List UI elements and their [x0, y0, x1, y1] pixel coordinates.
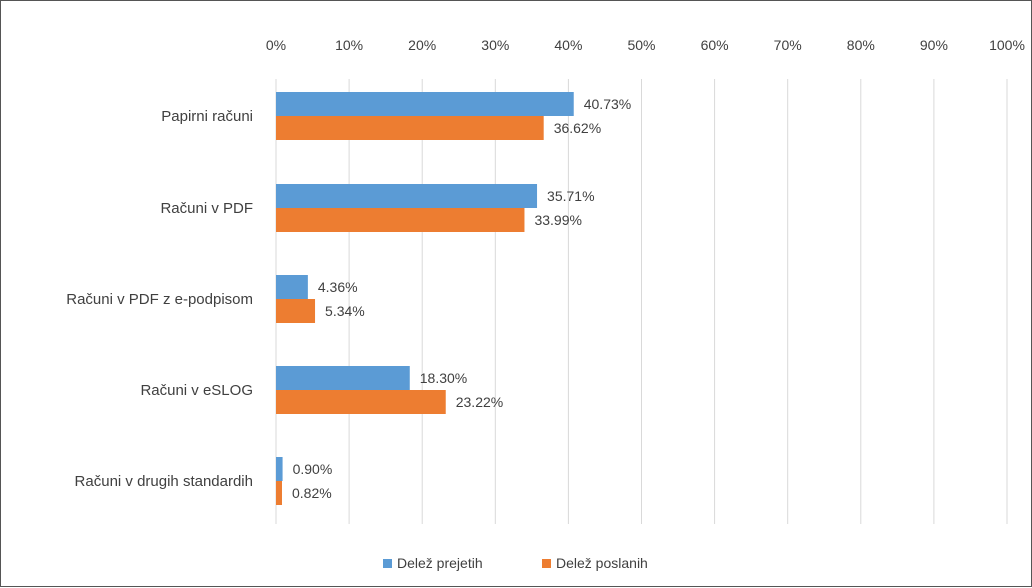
data-label: 4.36% [318, 279, 358, 295]
category-label: Računi v PDF [160, 200, 253, 217]
data-label: 35.71% [547, 188, 594, 204]
x-tick-label: 100% [989, 37, 1025, 53]
legend-label: Delež poslanih [556, 555, 648, 571]
category-label: Računi v drugih standardih [75, 473, 253, 490]
category-label: Računi v eSLOG [140, 382, 253, 399]
x-axis-ticks: 0% 10% 20% 30% 40% 50% 60% 70% 80% 90% 100% [266, 37, 1025, 53]
data-label: 33.99% [534, 212, 581, 228]
bar-poslanih [276, 208, 525, 232]
x-tick-label: 10% [335, 37, 363, 53]
bar-prejetih [276, 457, 283, 481]
legend: Delež prejetih Delež poslanih [383, 555, 648, 571]
category-labels: Papirni računi Računi v PDF Računi v PDF z… [66, 108, 253, 490]
bar-prejetih [276, 275, 308, 299]
category-label: Papirni računi [161, 108, 253, 125]
bar-poslanih [276, 481, 282, 505]
bar-poslanih [276, 116, 544, 140]
x-tick-label: 90% [920, 37, 948, 53]
bars [276, 92, 574, 505]
bar-poslanih [276, 299, 316, 323]
x-tick-label: 50% [627, 37, 655, 53]
gridlines [275, 79, 1008, 524]
data-label: 0.90% [293, 461, 333, 477]
data-label: 40.73% [584, 96, 631, 112]
data-label: 18.30% [420, 370, 467, 386]
x-tick-label: 0% [266, 37, 286, 53]
x-tick-label: 40% [554, 37, 582, 53]
x-tick-label: 20% [408, 37, 436, 53]
data-label: 23.22% [456, 394, 503, 410]
x-tick-label: 70% [774, 37, 802, 53]
x-tick-label: 60% [701, 37, 729, 53]
x-tick-label: 80% [847, 37, 875, 53]
bar-prejetih [276, 92, 574, 116]
x-tick-label: 30% [481, 37, 509, 53]
data-label: 0.82% [292, 485, 332, 501]
data-labels: 40.73% 36.62% 35.71% 33.99% 4.36% 5.34% 18.30%… [292, 96, 631, 501]
data-label: 5.34% [325, 303, 365, 319]
bar-prejetih [276, 366, 410, 390]
legend-swatch [542, 559, 551, 568]
category-label: Računi v PDF z e-podpisom [66, 291, 253, 308]
legend-label: Delež prejetih [397, 555, 483, 571]
bar-prejetih [276, 184, 538, 208]
data-label: 36.62% [554, 120, 601, 136]
legend-swatch [383, 559, 392, 568]
bar-poslanih [276, 390, 446, 414]
